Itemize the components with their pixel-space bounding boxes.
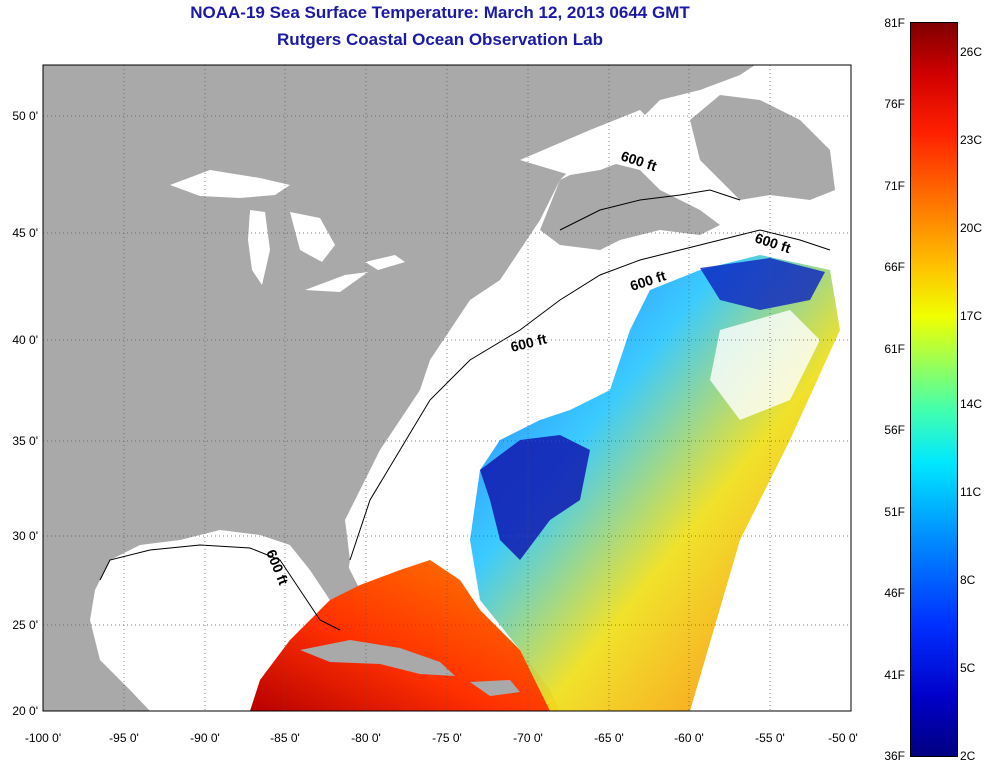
temperature-colorbar [910,22,958,757]
great-lake-michigan [248,210,270,285]
cold-sst-patch-north [700,258,825,310]
grid-lines [43,65,851,711]
colorbar-f-label: 71F [884,179,905,193]
canada-maritimes-land [540,160,720,250]
lat-label: 30 0' [12,529,38,543]
contour-600ft-east [349,229,831,561]
colorbar-c-label: 5C [960,661,976,675]
lon-label: -85 0' [270,731,300,745]
great-lake-superior [170,170,290,198]
lon-label: -95 0' [109,731,139,745]
colorbar-f-label: 51F [884,505,905,519]
colorbar-c-label: 23C [960,133,982,147]
colorbar-c-label: 17C [960,309,982,323]
lat-label: 35 0' [12,434,38,448]
great-lake-erie [305,272,368,292]
colorbar-c-label: 26C [960,45,982,59]
colorbar-c-label: 8C [960,573,976,587]
colorbar-f-label: 66F [884,260,905,274]
contour-600ft-canada [559,189,741,231]
colorbar-c-label: 20C [960,221,982,235]
lat-label: 50 0' [12,109,38,123]
lon-label: -90 0' [190,731,220,745]
cuba-land [300,640,455,676]
colorbar-f-label: 81F [884,16,905,30]
colorbar-c-label: 11C [960,485,981,499]
contour-600ft-gulf [99,544,341,631]
lat-label: 25 0' [12,618,38,632]
lon-label: -100 0' [25,731,61,745]
hispaniola-land [470,680,520,696]
great-lake-ontario [365,255,405,270]
map-title: NOAA-19 Sea Surface Temperature: March 1… [190,3,690,22]
lon-label: -65 0' [594,731,624,745]
colorbar-f-label: 41F [884,668,905,682]
warm-sst-caribbean [250,560,560,711]
lon-label: -50 0' [828,731,858,745]
lat-label: 40 0' [12,333,38,347]
lon-label: -70 0' [513,731,543,745]
map-subtitle: Rutgers Coastal Ocean Observation Lab [277,30,603,49]
lon-label: -75 0' [432,731,462,745]
saint-lawrence-gulf [520,110,660,175]
colorbar-f-label: 61F [884,342,905,356]
north-america-land [43,65,755,711]
newfoundland-land [690,95,835,200]
great-lake-huron [290,212,335,262]
colorbar-f-label: 76F [884,97,905,111]
cloud-gap [710,310,820,420]
colorbar-f-label: 36F [884,749,905,763]
cold-sst-patch [480,435,590,560]
colorbar-f-label: 56F [884,423,905,437]
colorbar-f-label: 46F [884,586,905,600]
colorbar-c-label: 14C [960,397,982,411]
map-frame [42,64,852,712]
colorbar-c-label: 2C [960,749,976,763]
lon-label: -80 0' [351,731,381,745]
lat-label: 20 0' [12,704,38,718]
lat-label: 45 0' [12,226,38,240]
lon-label: -55 0' [755,731,785,745]
lon-label: -60 0' [674,731,704,745]
